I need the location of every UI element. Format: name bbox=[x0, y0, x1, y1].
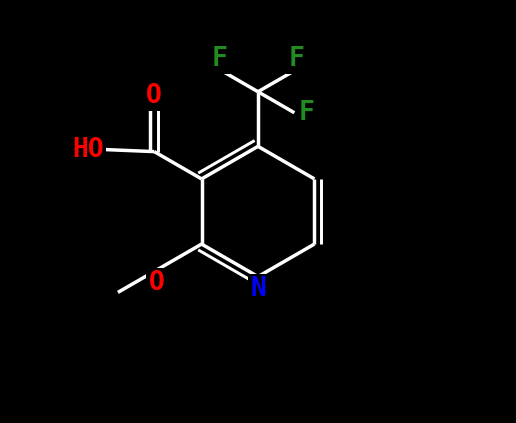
Text: F: F bbox=[212, 46, 228, 72]
Text: N: N bbox=[250, 276, 266, 302]
Text: HO: HO bbox=[72, 137, 104, 162]
Text: F: F bbox=[288, 46, 304, 72]
Text: O: O bbox=[149, 270, 164, 296]
Text: O: O bbox=[147, 83, 162, 109]
Text: F: F bbox=[299, 100, 315, 126]
